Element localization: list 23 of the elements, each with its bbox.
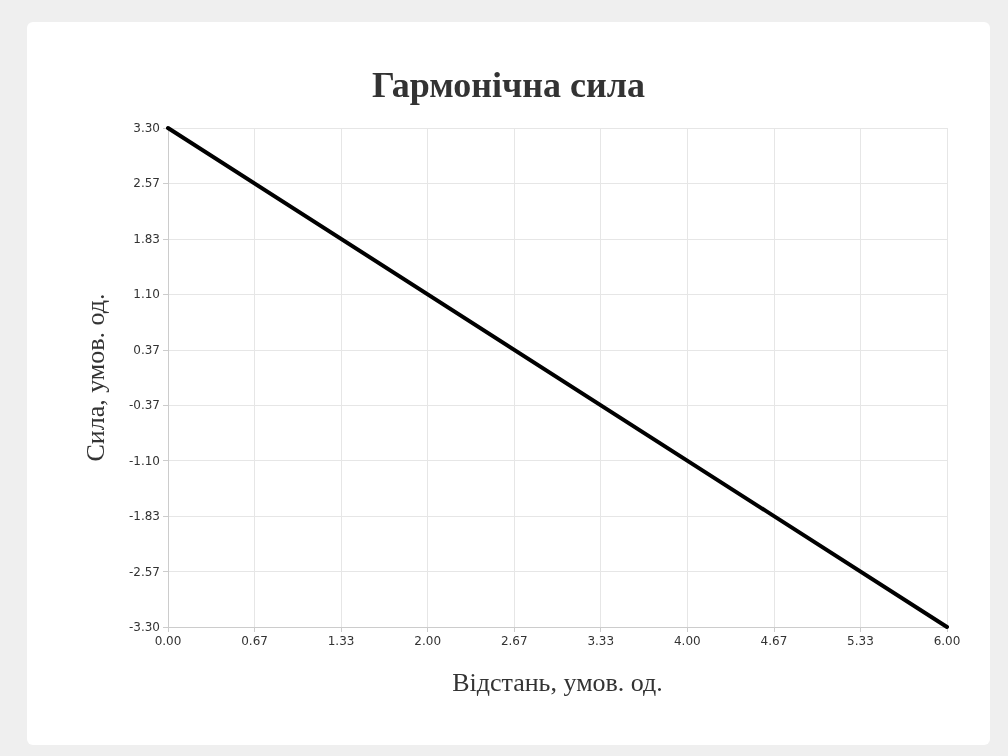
y-tick-label: 1.83 xyxy=(133,231,160,246)
x-tick-label: 0.00 xyxy=(154,634,182,648)
y-tick-label: -1.83 xyxy=(128,509,160,524)
y-tick-label: -1.10 xyxy=(128,453,160,468)
x-tick-label: 1.33 xyxy=(327,634,355,648)
x-tick-label: 3.33 xyxy=(587,634,615,648)
x-tick-label: 0.67 xyxy=(241,634,268,648)
y-tick-label: 2.57 xyxy=(133,176,160,191)
x-tick-label: 6.00 xyxy=(933,634,961,648)
x-tick-label: 4.00 xyxy=(673,634,701,648)
x-tick-label: 2.67 xyxy=(500,634,528,648)
y-tick-label: -2.57 xyxy=(128,564,160,579)
y-tick-label: -0.37 xyxy=(128,398,160,413)
y-axis-title: Сила, умов. од. xyxy=(80,293,110,462)
chart-title: Гармонічна сила xyxy=(372,65,645,105)
y-tick-label: 0.37 xyxy=(133,342,160,357)
y-tick-label: 1.10 xyxy=(133,287,160,302)
y-tick-label: 3.30 xyxy=(133,121,160,135)
x-axis-title: Відстань, умов. од. xyxy=(452,667,663,697)
y-tick-label: -3.30 xyxy=(128,620,160,634)
x-tick-label: 5.33 xyxy=(847,634,874,648)
x-tick-label: 2.00 xyxy=(414,634,442,648)
x-tick-label: 4.67 xyxy=(760,634,788,648)
